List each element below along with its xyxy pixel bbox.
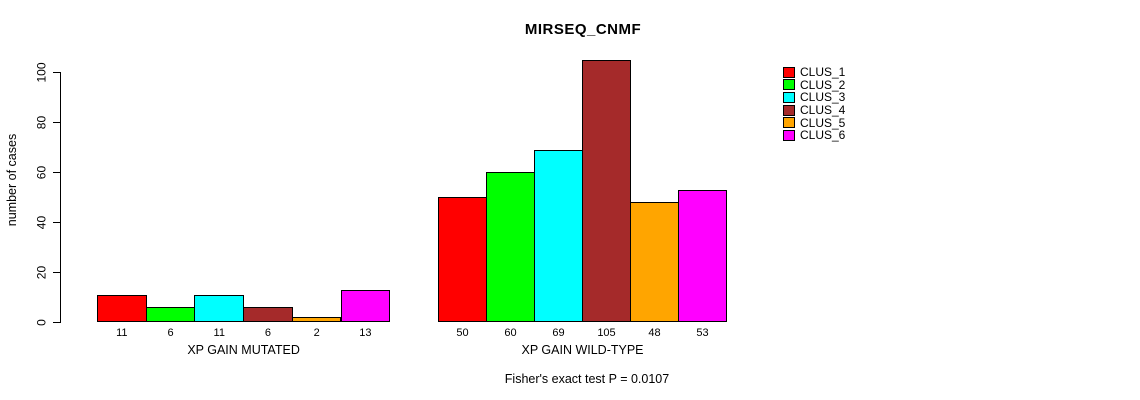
bar-value-label: 2	[313, 327, 320, 339]
bar-clus-1-group1	[97, 294, 147, 322]
y-tick-label: 40	[34, 215, 49, 229]
fisher-test-caption: Fisher's exact test P = 0.0107	[504, 372, 670, 386]
bar-clus-6-group1	[340, 289, 391, 322]
y-tick-label: 0	[34, 318, 49, 326]
legend-swatch-clus-5	[783, 117, 795, 129]
legend-swatch-clus-1	[783, 66, 795, 78]
y-tick-label: 20	[34, 265, 49, 279]
legend-item-clus-5: CLUS_5	[783, 116, 845, 129]
bar-value-label: 69	[552, 327, 565, 339]
bar-value-label: 53	[696, 327, 709, 339]
y-tick	[53, 322, 60, 323]
legend: CLUS_1 CLUS_2 CLUS_3 CLUS_4 CLUS_5 CLUS_6	[783, 66, 845, 142]
group-label-2: XP GAIN WILD-TYPE	[521, 343, 644, 357]
legend-item-clus-4: CLUS_4	[783, 104, 845, 117]
y-tick	[53, 272, 60, 273]
legend-swatch-clus-6	[783, 129, 795, 141]
bar-value-label: 6	[264, 327, 271, 339]
y-tick	[53, 222, 60, 223]
bar-clus-5-group2	[630, 202, 679, 322]
bar-value-label: 11	[213, 327, 225, 339]
y-axis-label: number of cases	[5, 133, 19, 227]
legend-swatch-clus-3	[783, 91, 795, 103]
y-axis-line	[60, 72, 61, 323]
bar-clus-4-group1	[243, 307, 293, 322]
legend-item-clus-3: CLUS_3	[783, 91, 845, 104]
bar-value-label: 105	[597, 327, 616, 339]
bar-value-label: 60	[504, 327, 517, 339]
legend-item-clus-2: CLUS_2	[783, 79, 845, 92]
legend-item-clus-1: CLUS_1	[783, 66, 845, 79]
legend-item-clus-6: CLUS_6	[783, 129, 845, 142]
legend-label: CLUS_3	[800, 90, 846, 105]
bar-value-label: 6	[167, 327, 174, 339]
bar-clus-3-group2	[534, 149, 583, 322]
legend-label: CLUS_5	[800, 115, 846, 130]
bar-clus-2-group2	[486, 172, 535, 322]
legend-label: CLUS_6	[800, 128, 846, 143]
y-tick-label: 100	[34, 61, 49, 83]
chart-title: MIRSEQ_CNMF	[524, 21, 642, 38]
bar-clus-4-group2	[582, 59, 631, 322]
y-tick-label: 80	[34, 115, 49, 129]
legend-swatch-clus-2	[783, 79, 795, 91]
legend-label: CLUS_1	[800, 65, 846, 80]
bar-clus-1-group2	[438, 197, 487, 322]
legend-label: CLUS_4	[800, 103, 846, 118]
y-tick	[53, 72, 60, 73]
y-tick-label: 60	[34, 165, 49, 179]
bar-value-label: 48	[648, 327, 661, 339]
legend-swatch-clus-4	[783, 104, 795, 116]
group-label-1: XP GAIN MUTATED	[187, 343, 300, 357]
bar-clus-2-group1	[145, 307, 196, 322]
y-tick	[53, 122, 60, 123]
bar-value-label: 11	[116, 327, 128, 339]
y-tick	[53, 172, 60, 173]
bar-clus-5-group1	[291, 317, 342, 322]
bar-value-label: 50	[456, 327, 469, 339]
bar-value-label: 13	[359, 327, 372, 339]
bar-clus-3-group1	[194, 294, 245, 322]
legend-label: CLUS_2	[800, 77, 846, 92]
bar-clus-6-group2	[678, 189, 727, 322]
